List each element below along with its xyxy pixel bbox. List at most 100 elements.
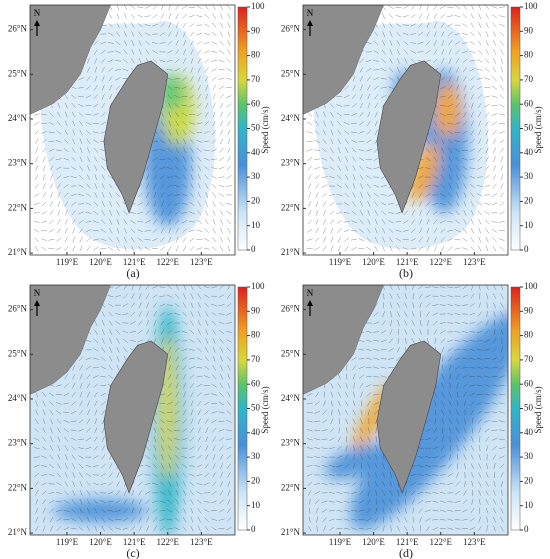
lon-label: 123°E (190, 537, 213, 547)
lat-label: 22°N (8, 202, 28, 212)
colorbar-label: 60 (251, 378, 261, 388)
north-arrow-head (307, 20, 313, 26)
colorbar-label: 30 (251, 171, 261, 181)
map-panel: N 21°N 22°N 23°N 24°N 25°N 26°N 119°E 120°E 121°E… (8, 1, 270, 280)
lat-label: 23°N (8, 158, 28, 168)
colorbar (237, 286, 248, 531)
colorbar-label: 40 (251, 427, 261, 437)
colorbar-label: 90 (251, 305, 261, 315)
colorbar-label: 10 (524, 220, 534, 230)
china-coast (30, 285, 111, 395)
lat-label: 26°N (281, 24, 301, 34)
colorbar-label: 40 (251, 147, 261, 157)
lat-label: 24°N (8, 113, 28, 123)
map-panel: N 21°N 22°N 23°N 24°N 25°N 26°N 119°E 120°E 121°E… (281, 281, 543, 559)
lat-label: 26°N (281, 304, 301, 314)
colorbar-label: 20 (524, 475, 534, 485)
colorbar-label: 20 (251, 475, 261, 485)
taiwan (376, 340, 442, 494)
lat-label: 21°N (8, 247, 28, 257)
colorbar-title: Speed (cm/s) (260, 386, 270, 433)
colorbar-label: 10 (251, 500, 261, 510)
lon-label: 121°E (123, 537, 146, 547)
lat-label: 25°N (8, 68, 28, 78)
lat-label: 23°N (281, 438, 301, 448)
colorbar-label: 80 (524, 50, 534, 60)
lon-label: 122°E (156, 537, 179, 547)
map-area (30, 285, 235, 535)
lat-label: 23°N (281, 158, 301, 168)
colorbar-label: 80 (251, 50, 261, 60)
north-arrow-head (34, 20, 40, 26)
map-panel: N 21°N 22°N 23°N 24°N 25°N 26°N 119°E 120°E 121°E… (8, 281, 270, 559)
colorbar-label: 60 (524, 378, 534, 388)
lat-label: 26°N (8, 24, 28, 34)
map-frame (29, 4, 236, 256)
speed-blob (53, 499, 148, 522)
colorbar-label: 20 (251, 195, 261, 205)
lat-label: 22°N (8, 482, 28, 492)
current-vectors (306, 285, 505, 532)
colorbar-label: 50 (251, 123, 261, 133)
colorbar-title: Speed (cm/s) (533, 386, 543, 433)
north-label: N (307, 8, 314, 18)
colorbar-label: 70 (251, 74, 261, 84)
colorbar-label: 0 (524, 524, 529, 534)
colorbar-label: 0 (251, 524, 256, 534)
colorbar-title: Speed (cm/s) (533, 106, 543, 153)
china-coast (30, 5, 111, 115)
colorbar-label: 60 (251, 98, 261, 108)
north-label: N (307, 288, 314, 298)
map-frame (29, 284, 236, 536)
colorbar-label: 70 (251, 354, 261, 364)
lat-label: 26°N (8, 304, 28, 314)
lon-label: 120°E (89, 257, 112, 267)
taiwan (376, 60, 442, 214)
lat-label: 21°N (281, 247, 301, 257)
current-vectors (33, 285, 232, 532)
north-arrow-head (307, 300, 313, 306)
taiwan (103, 340, 169, 494)
colorbar-label: 10 (524, 500, 534, 510)
taiwan (103, 60, 169, 214)
colorbar-label: 30 (524, 451, 534, 461)
colorbar-label: 0 (251, 244, 256, 254)
panel-label: (c) (126, 546, 139, 559)
colorbar-label: 20 (524, 195, 534, 205)
map-frame (302, 284, 509, 536)
lat-label: 25°N (281, 68, 301, 78)
lat-label: 24°N (8, 393, 28, 403)
colorbar-label: 90 (251, 25, 261, 35)
lat-label: 21°N (8, 527, 28, 537)
north-label: N (34, 288, 41, 298)
current-vectors (33, 5, 232, 252)
north-arrow-head (34, 300, 40, 306)
lat-label: 22°N (281, 202, 301, 212)
lon-label: 121°E (396, 537, 419, 547)
colorbar-label: 80 (251, 330, 261, 340)
map-frame (302, 4, 509, 256)
colorbar-label: 40 (524, 147, 534, 157)
map-panel: N 21°N 22°N 23°N 24°N 25°N 26°N 119°E 120°E 121°E… (281, 1, 543, 280)
panel-label: (b) (399, 266, 413, 280)
lat-label: 23°N (8, 438, 28, 448)
colorbar-label: 90 (524, 305, 534, 315)
panel-label: (a) (126, 266, 139, 280)
colorbar-label: 100 (524, 281, 538, 291)
colorbar-label: 0 (524, 244, 529, 254)
china-coast (303, 5, 384, 115)
lon-label: 123°E (190, 257, 213, 267)
lon-label: 123°E (463, 537, 486, 547)
lon-label: 121°E (123, 257, 146, 267)
speed-blob (434, 83, 461, 137)
colorbar-title: Speed (cm/s) (260, 106, 270, 153)
lat-label: 24°N (281, 113, 301, 123)
lat-label: 24°N (281, 393, 301, 403)
speed-blob (350, 313, 508, 530)
colorbar-label: 50 (524, 123, 534, 133)
colorbar-label: 80 (524, 330, 534, 340)
colorbar (510, 6, 521, 251)
colorbar-label: 70 (524, 354, 534, 364)
colorbar-label: 40 (524, 427, 534, 437)
